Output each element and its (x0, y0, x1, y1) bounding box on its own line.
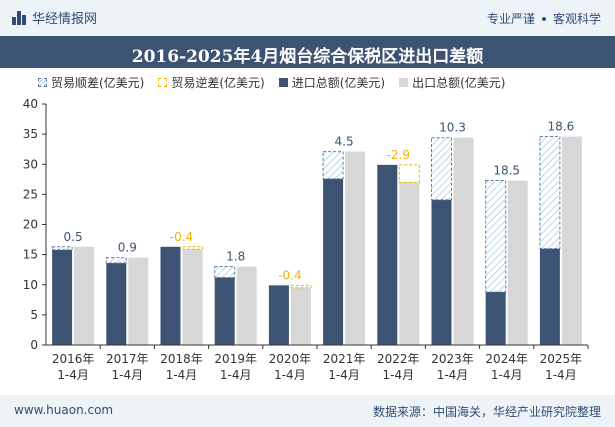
surplus-box (51, 246, 73, 251)
x-tick-label-year: 2021年 (323, 352, 366, 366)
y-tick-label: 40 (23, 97, 38, 111)
export-bar (507, 180, 528, 345)
y-tick-label: 0 (30, 338, 38, 352)
x-tick-label-period: 1-4月 (57, 368, 89, 382)
x-tick-label-year: 2022年 (377, 352, 420, 366)
legend-item-export: 出口总额(亿美元) (399, 74, 506, 91)
legend-label-export: 出口总额(亿美元) (412, 76, 506, 90)
balance-label: 0.9 (118, 241, 137, 255)
x-tick-label-year: 2016年 (52, 352, 95, 366)
brand-name: 华经情报网 (32, 12, 98, 27)
footer-bar: www.huaon.com 数据来源：中国海关，华经产业研究院整理 (0, 395, 615, 427)
brand: 华经情报网 (12, 8, 97, 27)
legend-swatch-import (278, 78, 288, 87)
balance-label: 0.5 (64, 230, 83, 244)
x-tick-label-period: 1-4月 (545, 368, 577, 382)
footer-source: 数据来源：中国海关，华经产业研究院整理 (372, 405, 601, 419)
tagline-left: 专业严谨 (486, 12, 535, 26)
export-bar (128, 257, 149, 345)
balance-label: 4.5 (335, 135, 354, 149)
x-tick-label-period: 1-4月 (274, 368, 306, 382)
deficit-box (398, 164, 420, 183)
balance-label: -2.9 (387, 148, 410, 162)
dot-separator-icon (541, 16, 546, 21)
balance-label: 1.8 (226, 250, 245, 264)
import-bar (323, 178, 344, 345)
deficit-box (182, 246, 203, 250)
x-tick-label-year: 2018年 (160, 352, 203, 366)
chart-area: 0 5 10 15 20 25 30 35 40 0.5 0.9 -0.4 1.8 -0.4 4.5 -2.… (23, 97, 589, 382)
y-axis: 0 5 10 15 20 25 30 35 40 (23, 97, 47, 352)
legend-swatch-surplus (38, 78, 47, 87)
tagline-right: 客观科学 (552, 12, 601, 26)
x-tick-label-year: 2024年 (485, 352, 528, 366)
import-bar (214, 277, 235, 345)
x-tick-label-year: 2023年 (431, 352, 474, 366)
export-bar (453, 137, 474, 345)
balance-label: 18.6 (548, 120, 575, 134)
export-bar (399, 182, 420, 345)
import-bar (431, 199, 452, 345)
import-bar (485, 291, 506, 345)
legend-swatch-deficit (158, 78, 168, 87)
export-bar (345, 151, 366, 345)
export-bar (290, 287, 311, 345)
legend-item-import: 进口总额(亿美元) (278, 74, 386, 91)
bar-chart-icon (12, 10, 26, 25)
chart-title: 2016-2025年4月烟台综合保税区进出口差额 (131, 47, 484, 67)
export-bar (74, 246, 95, 345)
surplus-box (539, 136, 561, 250)
x-tick-label-period: 1-4月 (166, 368, 198, 382)
import-bar (268, 285, 289, 345)
x-tick-label-year: 2020年 (269, 352, 312, 366)
y-tick-label: 20 (23, 218, 38, 232)
import-bar (52, 249, 73, 345)
x-tick-label-period: 1-4月 (382, 368, 414, 382)
x-tick-label-year: 2019年 (214, 352, 257, 366)
x-tick-label-period: 1-4月 (437, 368, 469, 382)
x-tick-label-period: 1-4月 (328, 368, 360, 382)
legend-label-import: 进口总额(亿美元) (291, 76, 386, 90)
surplus-box (214, 266, 236, 279)
balance-label: 18.5 (493, 164, 520, 178)
surplus-box (105, 257, 127, 264)
legend-item-surplus: 贸易顺差(亿美元) (38, 74, 144, 91)
surplus-box (322, 151, 344, 180)
y-tick-label: 15 (23, 248, 38, 262)
import-bar (106, 263, 127, 345)
import-bar (539, 248, 560, 345)
deficit-box (290, 284, 312, 289)
y-tick-label: 10 (23, 278, 38, 292)
export-bar (561, 136, 582, 345)
bars: 0.5 0.9 -0.4 1.8 -0.4 4.5 -2.9 10.3 18.5 18.6 (51, 120, 582, 345)
balance-label: -0.4 (278, 268, 301, 282)
x-tick-label-year: 2017年 (106, 352, 149, 366)
tagline: 专业严谨 客观科学 (487, 10, 601, 27)
x-axis: 2016年 1-4月 2017年 1-4月 2018年 1-4月 2019年 1-4月 2020… (46, 344, 589, 382)
y-tick-label: 35 (23, 127, 38, 141)
y-tick-label: 30 (23, 157, 38, 171)
y-tick-label: 25 (23, 187, 38, 201)
title-bar: 2016-2025年4月烟台综合保税区进出口差额 (0, 36, 615, 68)
import-bar (377, 164, 398, 345)
x-tick-label-year: 2025年 (540, 352, 583, 366)
x-tick-label-period: 1-4月 (491, 368, 523, 382)
export-bar (236, 266, 257, 345)
surplus-box (431, 137, 452, 201)
legend: 贸易顺差(亿美元) 贸易逆差(亿美元) 进口总额(亿美元) 出口总额(亿美元) (38, 74, 598, 91)
legend-label-deficit: 贸易逆差(亿美元) (171, 76, 265, 90)
legend-label-surplus: 贸易顺差(亿美元) (51, 76, 145, 90)
balance-label: -0.4 (170, 230, 193, 244)
header-bar: 华经情报网 专业严谨 客观科学 (0, 0, 615, 36)
surplus-box (485, 180, 507, 293)
x-tick-label-period: 1-4月 (111, 368, 143, 382)
balance-label: 10.3 (439, 121, 466, 135)
legend-swatch-export (399, 78, 409, 87)
export-bar (182, 249, 203, 345)
y-tick-label: 5 (30, 308, 38, 322)
footer-website: www.huaon.com (14, 403, 114, 417)
legend-item-deficit: 贸易逆差(亿美元) (158, 74, 265, 91)
x-tick-label-period: 1-4月 (220, 368, 252, 382)
import-bar (160, 246, 181, 345)
